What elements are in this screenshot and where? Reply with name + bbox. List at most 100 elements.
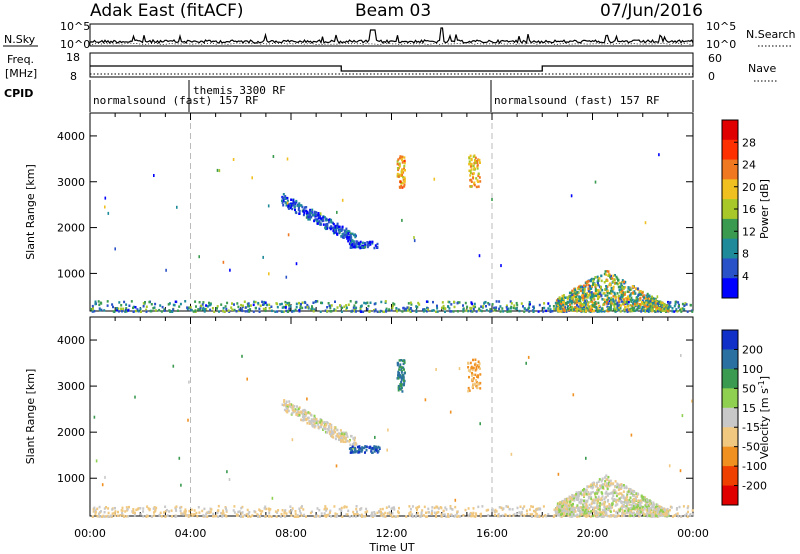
data-point	[571, 305, 574, 309]
data-point	[610, 491, 613, 495]
data-point	[345, 432, 348, 435]
data-point	[317, 212, 320, 215]
data-point	[477, 185, 480, 188]
data-point	[614, 484, 617, 488]
data-point	[223, 310, 226, 313]
data-point	[610, 274, 612, 278]
data-point	[284, 197, 287, 200]
data-point	[471, 172, 474, 175]
data-point	[482, 305, 485, 308]
data-point	[195, 511, 198, 515]
data-point	[374, 513, 377, 516]
data-point	[621, 295, 624, 298]
data-point	[307, 307, 310, 310]
data-point	[142, 515, 145, 518]
data-point	[330, 218, 333, 222]
data-point	[441, 306, 444, 309]
data-point	[631, 306, 634, 309]
data-point	[474, 305, 477, 309]
data-point	[639, 510, 642, 514]
data-point	[375, 445, 377, 449]
data-point	[401, 310, 404, 313]
data-point	[158, 308, 161, 312]
data-point	[488, 303, 491, 306]
data-point	[674, 514, 677, 517]
data-point	[621, 286, 624, 289]
data-point	[300, 410, 303, 413]
data-point	[183, 510, 186, 513]
data-point	[409, 507, 412, 511]
data-point	[385, 506, 388, 509]
data-point	[603, 497, 606, 501]
data-point	[293, 515, 296, 518]
data-point	[639, 501, 642, 504]
data-point	[354, 513, 357, 516]
data-point	[585, 500, 588, 503]
data-point	[353, 304, 356, 307]
data-point	[590, 298, 593, 301]
data-point	[135, 508, 138, 512]
data-point	[499, 310, 502, 313]
data-point	[677, 306, 680, 309]
data-point	[627, 490, 630, 493]
data-point	[145, 305, 148, 308]
data-point	[295, 211, 298, 215]
data-point	[620, 483, 623, 486]
data-point	[619, 304, 622, 307]
data-point	[593, 309, 595, 312]
data-point	[420, 514, 423, 518]
data-point	[610, 300, 613, 304]
data-point	[346, 439, 349, 443]
data-point	[645, 509, 648, 512]
colorbar-swatch	[722, 179, 738, 200]
data-point	[610, 305, 612, 308]
data-point	[164, 515, 167, 518]
data-point	[475, 177, 478, 180]
data-point	[285, 309, 288, 313]
data-point	[433, 506, 436, 510]
data-point	[507, 307, 510, 310]
data-point	[648, 514, 651, 518]
data-point	[423, 308, 426, 311]
data-point	[577, 285, 580, 289]
data-point	[629, 310, 632, 313]
data-point	[664, 309, 667, 313]
data-point	[467, 366, 470, 369]
data-point	[474, 358, 477, 361]
data-point	[200, 304, 203, 308]
y-tick-label: 3000	[57, 176, 85, 189]
data-point	[691, 310, 694, 313]
data-point	[317, 213, 320, 217]
data-point	[612, 280, 615, 283]
data-point	[470, 514, 473, 518]
data-point	[592, 296, 595, 300]
data-point	[402, 366, 405, 369]
sky-left-tick-top: 10^5	[60, 20, 90, 33]
data-point	[348, 230, 351, 234]
data-point	[471, 366, 474, 370]
data-point	[575, 295, 578, 298]
data-point	[605, 474, 608, 477]
data-point	[605, 478, 608, 481]
data-point	[581, 303, 583, 306]
data-point	[333, 505, 336, 508]
data-point	[570, 291, 573, 295]
data-point	[585, 284, 588, 287]
data-point	[647, 499, 650, 502]
data-point	[409, 301, 412, 304]
data-point	[205, 512, 208, 516]
data-point	[291, 507, 294, 510]
data-point	[571, 293, 574, 296]
data-point	[597, 295, 600, 298]
data-point	[390, 309, 393, 312]
data-point	[560, 310, 563, 313]
data-point	[599, 501, 602, 505]
colorbar-tick-label: 50	[742, 382, 756, 395]
data-point	[469, 370, 472, 373]
data-point	[635, 303, 638, 307]
data-point	[104, 205, 106, 209]
data-point	[360, 507, 363, 510]
data-point	[616, 498, 619, 502]
data-point	[692, 513, 695, 516]
data-point	[472, 305, 475, 308]
